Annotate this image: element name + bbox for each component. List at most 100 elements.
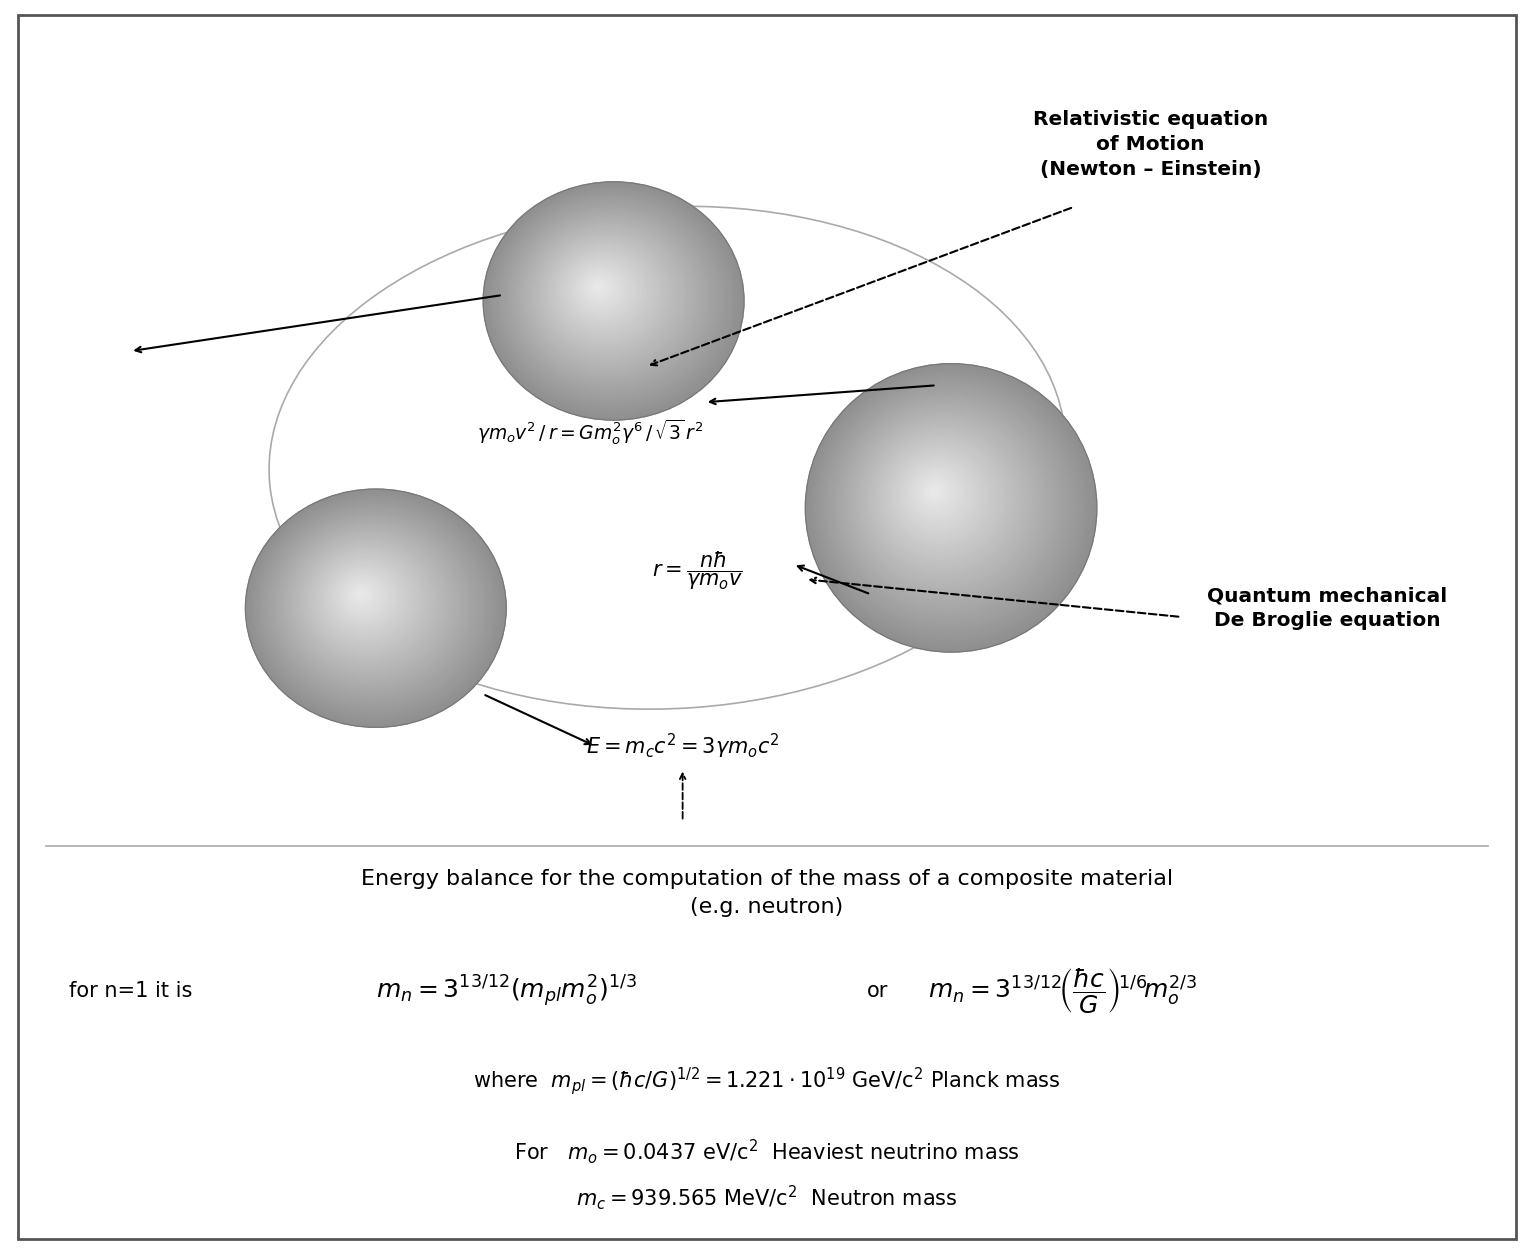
Ellipse shape [899,455,979,535]
Ellipse shape [560,252,646,330]
Ellipse shape [861,418,1028,583]
Ellipse shape [811,370,1089,645]
Ellipse shape [850,408,1040,596]
Text: $m_n = 3^{13/12}(m_{pl}m_o^2)^{1/3}$: $m_n = 3^{13/12}(m_{pl}m_o^2)^{1/3}$ [376,973,637,1008]
Ellipse shape [301,539,437,663]
Ellipse shape [902,459,974,530]
Ellipse shape [578,268,623,310]
Ellipse shape [295,534,445,671]
Ellipse shape [841,399,1052,608]
Ellipse shape [558,250,649,334]
Ellipse shape [341,576,385,617]
Ellipse shape [873,430,1011,567]
Ellipse shape [595,285,601,290]
Ellipse shape [920,478,950,507]
Ellipse shape [914,472,959,515]
Text: where  $m_{pl}=(\hbar c/G)^{1/2}= 1.221\cdot10^{19}$ GeV/c$^2$ Planck mass: where $m_{pl}=(\hbar c/G)^{1/2}= 1.221\c… [472,1065,1062,1097]
Ellipse shape [805,364,1097,652]
Ellipse shape [351,586,371,604]
Ellipse shape [923,482,946,503]
Ellipse shape [517,213,700,380]
Ellipse shape [821,380,1077,632]
Text: $E = m_c c^2 = 3\gamma m_o c^2$: $E = m_c c^2 = 3\gamma m_o c^2$ [586,731,779,761]
Ellipse shape [279,520,462,687]
Ellipse shape [275,515,469,693]
Ellipse shape [308,547,426,653]
Ellipse shape [831,389,1065,619]
Text: Relativistic equation
of Motion
(Newton – Einstein): Relativistic equation of Motion (Newton … [1032,109,1269,179]
Ellipse shape [891,449,986,543]
Ellipse shape [298,537,440,667]
Ellipse shape [288,528,451,677]
Ellipse shape [589,278,609,297]
Ellipse shape [896,453,983,539]
Ellipse shape [282,523,459,683]
Ellipse shape [867,424,1019,576]
Ellipse shape [549,242,660,344]
FancyBboxPatch shape [18,15,1516,1239]
Ellipse shape [908,465,966,523]
Ellipse shape [506,203,715,394]
Ellipse shape [535,229,678,360]
Ellipse shape [255,497,495,717]
Ellipse shape [272,513,474,697]
Ellipse shape [337,573,390,621]
Text: $\gamma m_o v^2\,/\,r = Gm_o^2\gamma^6\,/\,\sqrt{3}\,r^2$: $\gamma m_o v^2\,/\,r = Gm_o^2\gamma^6\,… [477,418,704,448]
Text: or: or [867,981,888,1001]
Ellipse shape [885,443,994,552]
Ellipse shape [523,218,693,374]
Ellipse shape [917,475,954,510]
Ellipse shape [572,263,630,317]
Ellipse shape [592,281,606,293]
Ellipse shape [543,237,667,350]
Text: Energy balance for the computation of the mass of a composite material
(e.g. neu: Energy balance for the computation of th… [360,869,1174,917]
Ellipse shape [268,510,477,701]
Ellipse shape [249,492,503,724]
Ellipse shape [870,428,1016,572]
Ellipse shape [882,440,999,556]
Text: $r = \dfrac{n\hbar}{\gamma m_o v}$: $r = \dfrac{n\hbar}{\gamma m_o v}$ [652,549,744,592]
Ellipse shape [876,434,1006,563]
Ellipse shape [291,530,448,673]
Ellipse shape [489,187,736,414]
Ellipse shape [520,216,696,376]
Ellipse shape [328,566,400,631]
Ellipse shape [825,382,1072,628]
Ellipse shape [354,588,368,601]
Ellipse shape [305,544,430,657]
Ellipse shape [494,192,729,406]
Ellipse shape [546,240,664,346]
Ellipse shape [563,256,641,327]
Ellipse shape [262,505,485,707]
Ellipse shape [815,374,1085,640]
Ellipse shape [888,446,991,547]
Ellipse shape [931,488,937,494]
Ellipse shape [311,549,422,651]
Ellipse shape [828,386,1068,623]
Ellipse shape [847,405,1043,599]
Ellipse shape [503,201,718,396]
Ellipse shape [256,499,491,714]
Ellipse shape [529,223,686,366]
Ellipse shape [302,542,433,661]
Ellipse shape [844,401,1048,603]
Ellipse shape [581,271,620,307]
Text: $m_c=939.565$ MeV/c$^2$  Neutron mass: $m_c=939.565$ MeV/c$^2$ Neutron mass [577,1184,957,1211]
Ellipse shape [259,502,488,711]
Ellipse shape [500,198,723,400]
Ellipse shape [532,227,683,364]
Ellipse shape [486,184,741,416]
Ellipse shape [538,232,675,356]
Ellipse shape [575,266,627,314]
Ellipse shape [905,461,971,527]
Ellipse shape [252,494,499,721]
Ellipse shape [853,411,1035,592]
Ellipse shape [879,436,1003,559]
Ellipse shape [569,261,635,320]
Ellipse shape [318,554,414,645]
Ellipse shape [856,414,1031,587]
Ellipse shape [322,559,408,637]
Ellipse shape [834,393,1060,616]
Ellipse shape [331,568,397,627]
Text: $m_n = 3^{13/12}\!\left(\dfrac{\hbar c}{G}\right)^{\!1/6}\! m_o^{2/3}$: $m_n = 3^{13/12}\!\left(\dfrac{\hbar c}{… [928,966,1198,1016]
